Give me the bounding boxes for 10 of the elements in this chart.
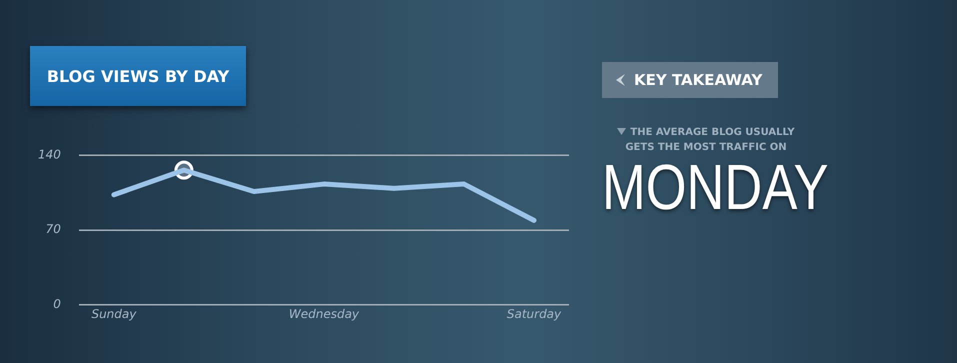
x-tick-label: Saturday [506, 307, 562, 322]
x-tick-label: Sunday [91, 307, 138, 322]
y-tick-label: 70 [46, 222, 62, 236]
text: MONDAY [602, 150, 828, 224]
text: KEY TAKEAWAY [634, 71, 762, 89]
text: THE AVERAGE BLOG USUALLY GETS THE MOST TRAFFIC ON [625, 127, 795, 153]
y-tick-label: 140 [38, 147, 62, 162]
chart-title: BLOG VIEWS BY DAY [30, 46, 246, 106]
x-tick-label: Wednesday [288, 307, 360, 322]
y-tick-label: 0 [53, 296, 62, 311]
